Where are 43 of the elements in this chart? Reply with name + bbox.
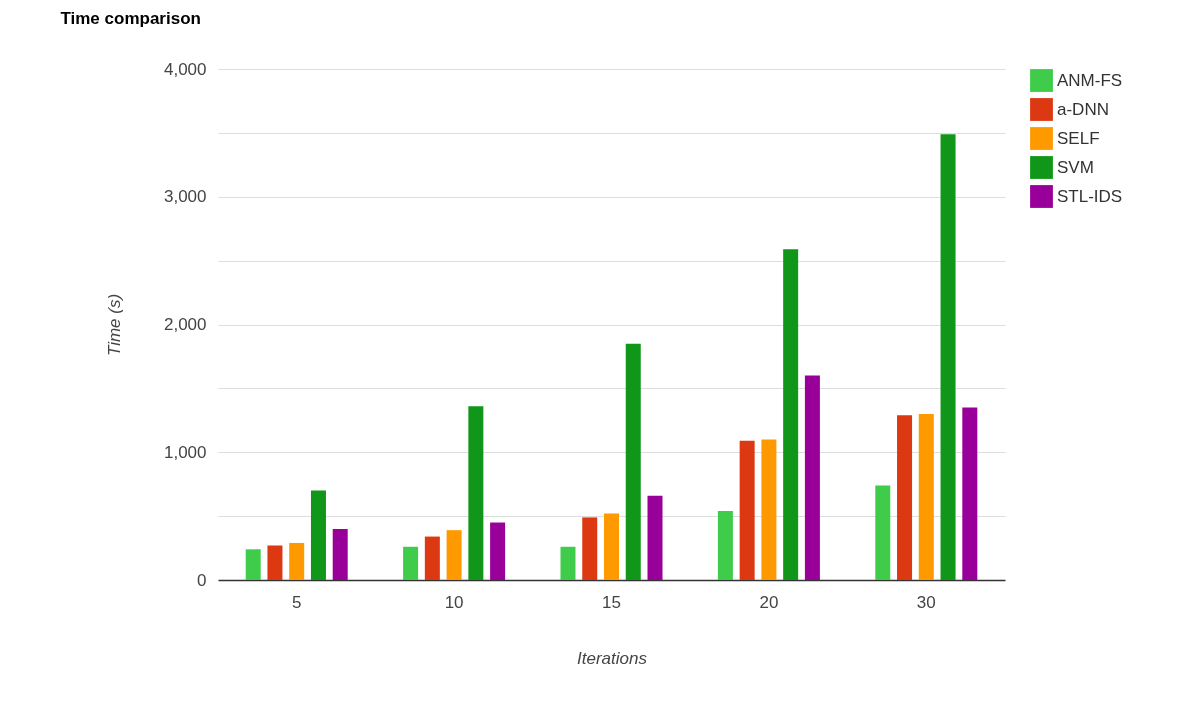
bar	[761, 439, 777, 580]
bar	[717, 511, 733, 580]
bar	[490, 522, 506, 580]
bar	[647, 495, 663, 580]
legend-label: SELF	[1057, 128, 1100, 148]
bar	[289, 542, 305, 580]
y-tick-label: 2,000	[163, 315, 207, 334]
bar	[940, 134, 956, 580]
legend-label: SVM	[1057, 157, 1094, 177]
bar	[424, 536, 440, 580]
bar	[604, 513, 619, 580]
bar	[403, 546, 419, 580]
y-tick-label: 0	[197, 570, 207, 590]
bar	[918, 413, 934, 580]
x-tick-label: 20	[759, 592, 779, 612]
y-tick-label: 4,000	[163, 59, 207, 79]
legend-label: a-DNN	[1057, 99, 1109, 119]
y-tick-label: 3,000	[163, 187, 207, 207]
bar	[468, 406, 484, 580]
bar	[804, 375, 820, 580]
bar	[560, 546, 576, 580]
y-tick-label: 1,000	[163, 442, 207, 462]
bar	[446, 530, 462, 580]
bar	[783, 249, 799, 580]
bar	[267, 545, 283, 580]
legend-label: ANM-FS	[1057, 70, 1123, 90]
bar	[625, 343, 641, 580]
bar	[875, 485, 891, 580]
x-tick-label: 10	[444, 592, 464, 612]
bar	[582, 517, 598, 580]
bar	[332, 528, 348, 580]
y-axis-title: Time (s)	[104, 293, 124, 357]
legend-label: STL-IDS	[1057, 186, 1123, 206]
bar	[962, 407, 978, 580]
bar	[245, 549, 261, 580]
bar	[310, 490, 326, 580]
x-tick-label: 5	[291, 592, 302, 612]
x-axis-title: Iterations	[577, 648, 648, 668]
x-tick-label: 15	[602, 592, 621, 612]
bar	[739, 440, 755, 580]
x-tick-label: 30	[916, 592, 936, 612]
chart-title: Time comparison	[60, 9, 201, 28]
bar	[897, 415, 913, 580]
